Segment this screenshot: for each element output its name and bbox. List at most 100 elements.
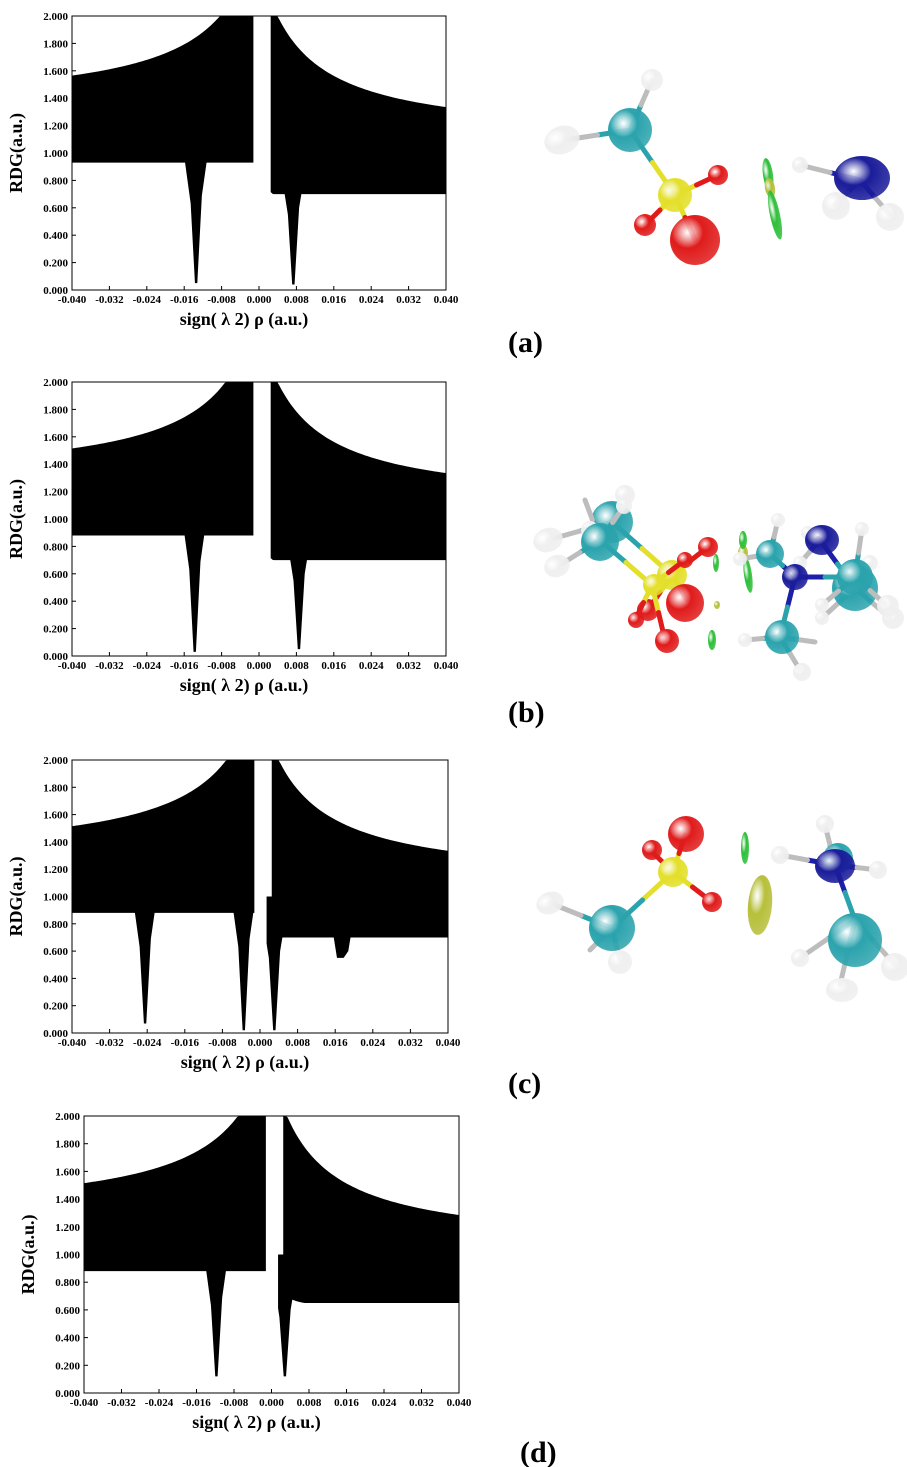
hydrogen-atom (869, 861, 887, 879)
central-gap (253, 382, 266, 656)
rdg-chart-4: -0.040 -0.032 -0.024 -0.016 -0.008 0.000 0.008… (18, 1111, 472, 1433)
carbon-atom (837, 559, 873, 595)
panel-label-b: (b) (508, 696, 545, 729)
carbon-atom (756, 540, 784, 568)
y-tick-label: 2.000 (43, 11, 68, 23)
x-tick-label: -0.040 (58, 1037, 87, 1049)
hydrogen-atom (815, 598, 829, 612)
y-tick-label: 1.600 (43, 432, 68, 444)
y-axis-label: RDG(a.u.) (6, 479, 27, 559)
y-tick-label: 1.600 (55, 1166, 80, 1178)
sulfur-atom (658, 178, 692, 212)
blue-isosurface (805, 525, 839, 555)
sulfur-atom (643, 574, 665, 596)
y-tick-label: 0.400 (43, 596, 68, 608)
oxygen-atom (670, 215, 720, 265)
x-axis-label: sign( λ 2) ρ (a.u.) (181, 1052, 309, 1073)
blue-isosurface (834, 156, 890, 200)
molecule-d (544, 497, 899, 681)
y-tick-label: 2.000 (43, 377, 68, 389)
rdg-scatter-points (72, 16, 446, 290)
y-tick-label: 1.800 (55, 1139, 80, 1151)
hydrogen-atom (733, 552, 747, 566)
right-band (270, 16, 446, 195)
y-tick-label: 0.800 (55, 1277, 80, 1289)
rdg-scatter-points (72, 382, 446, 656)
x-tick-label: 0.040 (434, 660, 459, 672)
x-tick-label: -0.032 (95, 1037, 124, 1049)
carbon-atom (828, 913, 882, 967)
hydrogen-atom (816, 815, 834, 833)
x-tick-label: 0.032 (409, 1397, 434, 1409)
hydrogen-atom (793, 663, 811, 681)
x-tick-label: 0.008 (297, 1397, 322, 1409)
oxygen-atom (668, 816, 704, 852)
rdg-chart-3: -0.040 -0.032 -0.024 -0.016 -0.008 0.000 0.008… (6, 755, 461, 1073)
y-tick-label: 1.200 (43, 121, 68, 133)
x-tick-label: 0.016 (323, 1037, 348, 1049)
rdg-chart-1: -0.040 -0.032 -0.024 -0.016 -0.008 0.000 0.008… (6, 11, 459, 330)
central-gap (254, 760, 267, 1033)
y-tick-label: 1.600 (43, 66, 68, 78)
x-tick-label: 0.032 (398, 1037, 423, 1049)
x-tick-label: 0.008 (284, 294, 309, 306)
x-tick-label: -0.032 (107, 1397, 136, 1409)
hydrogen-atom (822, 192, 850, 220)
x-tick-label: -0.024 (133, 294, 162, 306)
y-tick-label: 0.800 (43, 175, 68, 187)
x-tick-label: -0.008 (207, 294, 236, 306)
y-tick-label: 0.400 (43, 230, 68, 242)
blue-isosurface (815, 849, 855, 883)
x-axis-label: sign( λ 2) ρ (a.u.) (192, 1412, 320, 1433)
panel-labels: (a) (b) (c) (d) (508, 326, 557, 1467)
x-tick-label: 0.032 (396, 294, 421, 306)
left-band (72, 382, 255, 536)
hydrogen-atom (738, 633, 752, 647)
y-tick-label: 1.400 (43, 837, 68, 849)
spike-1 (180, 132, 211, 284)
spike-1 (129, 876, 160, 1024)
oxygen-atom (698, 537, 718, 557)
y-tick-label: 0.600 (43, 569, 68, 581)
y-tick-label: 0.200 (43, 258, 68, 270)
y-tick-label: 0.800 (43, 919, 68, 931)
y-tick-label: 0.600 (55, 1305, 80, 1317)
hydrogen-atom (815, 611, 829, 625)
x-tick-label: 0.000 (247, 660, 272, 672)
x-tick-label: 0.040 (434, 294, 459, 306)
left-band (84, 1116, 267, 1272)
central-gap (253, 16, 266, 290)
panel-label-c: (c) (508, 1067, 541, 1100)
green-isosurface (743, 557, 753, 593)
x-tick-label: 0.024 (360, 1037, 385, 1049)
carbon-atom (581, 523, 619, 561)
x-tick-label: -0.032 (95, 660, 124, 672)
y-tick-label: 0.200 (55, 1360, 80, 1372)
y-tick-label: 0.000 (43, 285, 68, 297)
x-tick-label: -0.024 (133, 1037, 162, 1049)
hydrogen-atom (616, 498, 632, 514)
molecule-c (536, 815, 907, 1002)
right-band (270, 382, 446, 561)
x-tick-label: 0.032 (396, 660, 421, 672)
x-tick-label: -0.016 (170, 660, 199, 672)
x-tick-label: -0.024 (145, 1397, 174, 1409)
molecule-renderings (533, 69, 907, 1002)
oxygen-atom (702, 892, 722, 912)
y-tick-label: 0.200 (43, 624, 68, 636)
x-tick-label: 0.016 (321, 660, 346, 672)
carbon-atom (589, 905, 635, 951)
y-tick-label: 0.000 (43, 1028, 68, 1040)
x-axis-label: sign( λ 2) ρ (a.u.) (180, 309, 308, 330)
oxygen-atom (708, 165, 728, 185)
hydrogen-atom (771, 846, 789, 864)
x-tick-label: 0.040 (436, 1037, 461, 1049)
x-tick-label: -0.024 (133, 660, 162, 672)
x-tick-label: 0.008 (284, 660, 309, 672)
panel-label-a: (a) (508, 326, 543, 359)
y-tick-label: 1.800 (43, 404, 68, 416)
blue-isosurface (782, 564, 808, 590)
x-tick-label: -0.016 (170, 294, 199, 306)
x-tick-label: 0.024 (359, 294, 384, 306)
hydrogen-atom (792, 157, 808, 173)
